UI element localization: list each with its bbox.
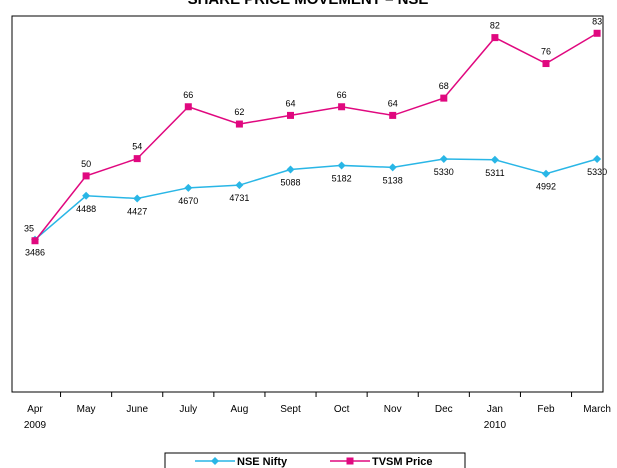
data-label: 35: [24, 224, 34, 234]
data-label: 62: [234, 107, 244, 117]
data-label: 4488: [76, 204, 96, 214]
data-label: 5182: [332, 173, 352, 183]
legend-label: TVSM Price: [372, 456, 433, 468]
data-label: 76: [541, 47, 551, 57]
point: [491, 34, 499, 42]
point: [593, 29, 601, 37]
point: [439, 154, 448, 163]
point: [542, 60, 550, 68]
point: [82, 191, 91, 200]
point: [287, 111, 294, 119]
x-tick-label: Aug: [230, 404, 249, 415]
point: [389, 111, 397, 119]
point: [388, 163, 397, 172]
plot-frame: [11, 15, 604, 393]
data-label: 54: [132, 142, 142, 152]
data-label: 5330: [434, 167, 454, 177]
data-label: 64: [285, 98, 295, 108]
x-tick-label: Feb: [537, 404, 555, 415]
point: [82, 172, 90, 180]
x-tick-label: Apr 2009: [23, 404, 47, 431]
legend-box: [164, 452, 466, 468]
data-label: 5088: [280, 178, 300, 188]
x-tick-label: March: [583, 404, 611, 415]
point: [235, 181, 244, 190]
data-label: 68: [439, 81, 449, 91]
point: [184, 103, 192, 111]
x-tick-label: Nov: [383, 404, 402, 415]
data-label: 4670: [178, 196, 198, 206]
series-line: [34, 32, 598, 242]
data-label: 83: [592, 16, 602, 26]
data-label: 4731: [229, 193, 249, 203]
data-label: 4992: [536, 182, 556, 192]
data-label: 64: [388, 98, 398, 108]
chart-title: SHARE PRICE MOVEMENT – NSE: [188, 0, 429, 8]
data-label: 4427: [127, 206, 147, 216]
legend-marker: [211, 457, 219, 465]
x-tick-label: Sept: [280, 404, 301, 415]
x-tick-label: June: [126, 404, 149, 415]
x-tick-label: July: [179, 404, 198, 415]
data-label: 66: [183, 90, 193, 100]
data-label: 82: [490, 21, 500, 31]
data-label: 5330: [587, 167, 607, 177]
point: [490, 155, 499, 164]
point: [31, 237, 39, 245]
point: [133, 155, 141, 163]
point: [542, 169, 550, 178]
series-line: [34, 158, 598, 241]
data-label: 5138: [383, 175, 403, 185]
point: [286, 165, 295, 174]
point: [440, 94, 448, 102]
legend-label: NSE Nifty: [237, 456, 288, 468]
x-tick-label: May: [76, 404, 96, 415]
data-label: 66: [337, 90, 347, 100]
point: [593, 154, 602, 163]
point: [133, 194, 142, 203]
point: [184, 183, 193, 192]
legend-marker: [346, 457, 354, 465]
data-label: 3486: [25, 248, 45, 258]
x-tick-label: Jan 2010: [483, 404, 507, 431]
point: [337, 161, 346, 170]
point: [338, 103, 346, 111]
data-label: 5311: [485, 168, 504, 178]
data-label: 50: [81, 159, 91, 169]
point: [235, 120, 243, 128]
x-tick-label: Oct: [333, 404, 350, 415]
x-tick-label: Dec: [434, 404, 453, 415]
